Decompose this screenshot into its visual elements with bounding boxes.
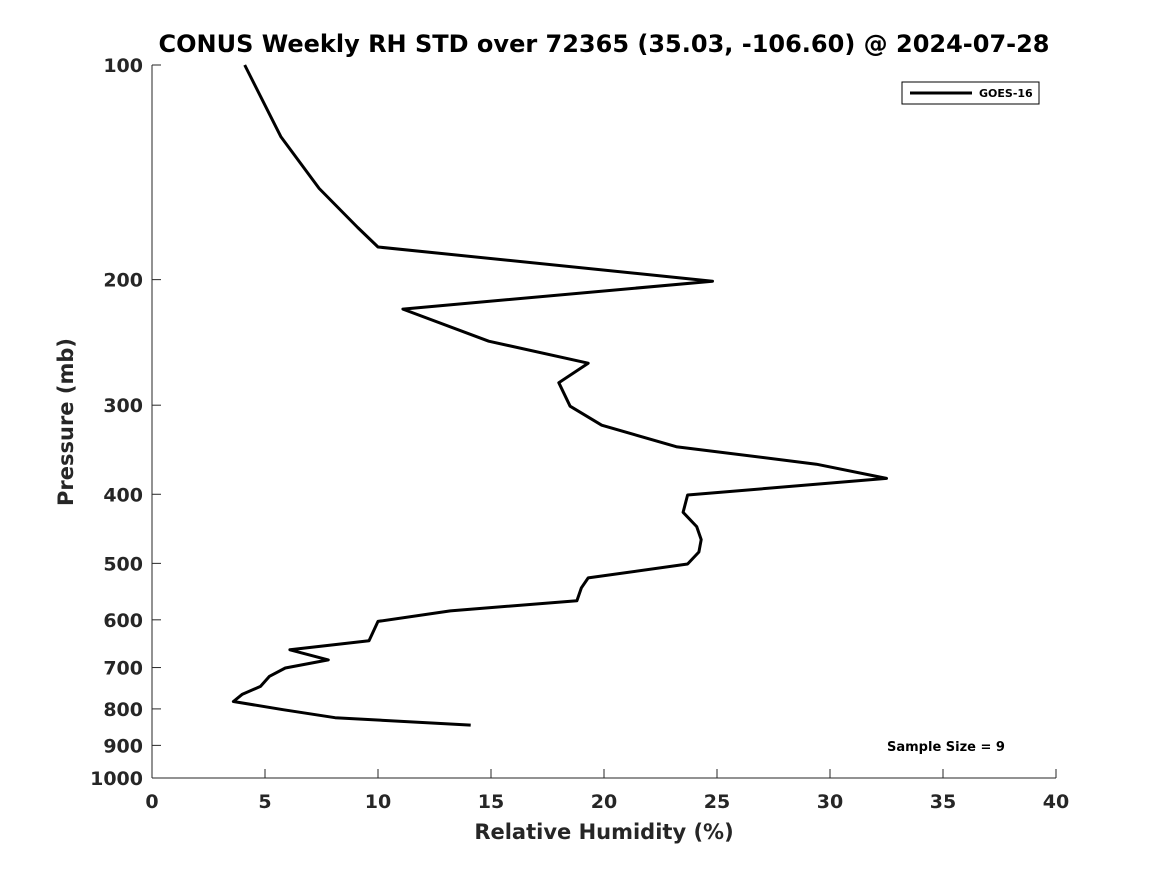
y-tick-label: 200 bbox=[103, 270, 143, 292]
y-axis-label: Pressure (mb) bbox=[54, 338, 78, 506]
axes-background bbox=[152, 65, 1056, 778]
x-tick-label: 0 bbox=[145, 791, 158, 813]
y-tick-label: 800 bbox=[103, 699, 143, 721]
x-tick-label: 40 bbox=[1043, 791, 1069, 813]
plot-area: 0 5 10 15 20 25 30 35 40 100 200 300 400 500 600 700 80… bbox=[90, 55, 1069, 813]
x-axis-ticks: 0 5 10 15 20 25 30 35 40 bbox=[145, 769, 1069, 813]
y-tick-label: 400 bbox=[103, 484, 143, 506]
x-tick-label: 10 bbox=[365, 791, 391, 813]
y-tick-label: 900 bbox=[103, 735, 143, 757]
y-tick-label: 700 bbox=[103, 658, 143, 680]
x-axis-label: Relative Humidity (%) bbox=[474, 820, 733, 844]
legend-label-goes-16: GOES-16 bbox=[979, 87, 1033, 100]
y-tick-label: 600 bbox=[103, 610, 143, 632]
y-tick-label: 100 bbox=[103, 55, 143, 77]
x-tick-label: 30 bbox=[817, 791, 843, 813]
sample-size-annotation: Sample Size = 9 bbox=[887, 740, 1005, 755]
y-tick-label: 300 bbox=[103, 395, 143, 417]
chart-title: CONUS Weekly RH STD over 72365 (35.03, -… bbox=[158, 30, 1049, 58]
x-tick-label: 5 bbox=[258, 791, 271, 813]
x-tick-label: 35 bbox=[930, 791, 956, 813]
series-layer bbox=[231, 64, 888, 727]
x-tick-label: 15 bbox=[478, 791, 504, 813]
y-axis-ticks: 100 200 300 400 500 600 700 800 900 1000 bbox=[90, 55, 161, 790]
series-line-goes-16 bbox=[231, 64, 888, 727]
y-tick-label: 500 bbox=[103, 553, 143, 575]
legend: GOES-16 bbox=[901, 81, 1040, 105]
y-tick-label: 1000 bbox=[90, 768, 143, 790]
x-tick-label: 20 bbox=[591, 791, 617, 813]
x-tick-label: 25 bbox=[704, 791, 730, 813]
